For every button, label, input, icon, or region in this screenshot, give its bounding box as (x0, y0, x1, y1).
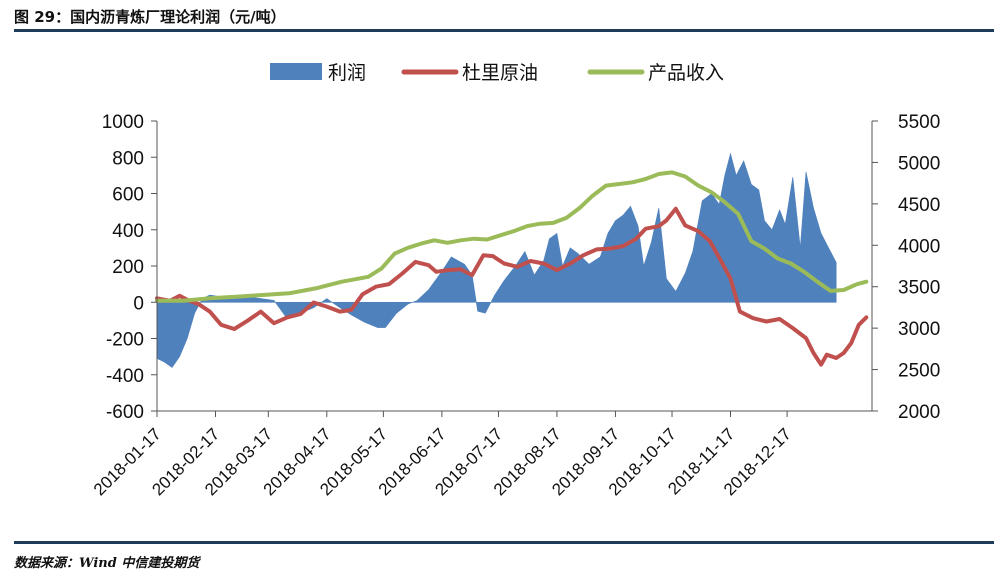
y-right-tick-label: 2000 (898, 402, 940, 423)
chart-title: 图 29：国内沥青炼厂理论利润（元/吨） (14, 8, 286, 26)
legend: 利润 杜里原油 产品收入 (270, 62, 724, 84)
legend-label: 产品收入 (648, 62, 724, 84)
y-left-tick-label: 200 (112, 257, 144, 278)
y-right-tick-label: 5000 (898, 153, 940, 174)
title-rule (14, 29, 994, 32)
y-left-tick-label: 0 (133, 293, 144, 314)
legend-label: 杜里原油 (462, 62, 538, 84)
y-left-tick-label: 800 (112, 148, 144, 169)
y-right-tick-label: 3000 (898, 319, 940, 340)
legend-swatch-profit (270, 63, 322, 80)
y-left-tick-label: 1000 (102, 112, 144, 133)
y-right-tick-label: 4000 (898, 236, 940, 257)
y-left-tick-label: -400 (106, 366, 144, 387)
y-left-tick-label: -200 (106, 330, 144, 351)
y-left-tick-label: 600 (112, 185, 144, 206)
legend-label: 利润 (328, 62, 366, 84)
profit-chart: 利润 杜里原油 产品收入 10008006004002000-200-400-600… (90, 62, 940, 499)
profit-area (156, 152, 837, 368)
y-right-tick-label: 2500 (898, 361, 940, 382)
source-rule (14, 541, 994, 544)
y-left-tick-label: -600 (106, 402, 144, 423)
product-revenue-line (155, 170, 869, 303)
source-note: 数据来源：Wind 中信建投期货 (14, 556, 200, 571)
dubai-crude-line (155, 206, 869, 367)
y-right-tick-label: 3500 (898, 278, 940, 299)
plot-series (155, 152, 869, 368)
y-right-tick-label: 4500 (898, 195, 940, 216)
axes: 10008006004002000-200-400-60055005000450… (90, 112, 940, 499)
y-left-tick-label: 400 (112, 221, 144, 242)
y-right-tick-label: 5500 (898, 112, 940, 133)
